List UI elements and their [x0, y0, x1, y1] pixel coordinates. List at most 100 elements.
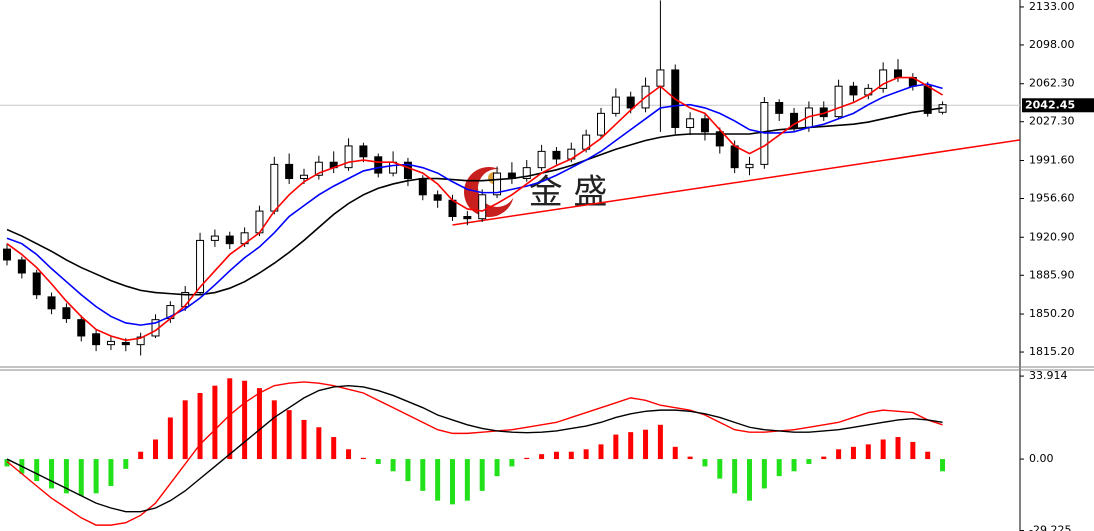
candle-body	[136, 336, 145, 346]
histogram-bar	[182, 400, 188, 460]
histogram-bar	[138, 451, 144, 460]
candle-body	[359, 145, 368, 158]
histogram-bar	[479, 459, 485, 491]
histogram-bar	[390, 459, 396, 472]
histogram-bar	[301, 419, 307, 460]
y-tick-label: 33.914	[1029, 369, 1068, 382]
histogram-bar	[880, 439, 886, 460]
histogram-bar	[761, 459, 767, 489]
candle-body	[17, 259, 26, 274]
y-tick-label: 0.00	[1029, 452, 1054, 465]
candle-body	[62, 307, 71, 320]
candle-body	[181, 292, 190, 308]
candle-body	[611, 96, 620, 114]
candle-body	[686, 118, 695, 128]
candle-body	[522, 167, 531, 180]
histogram-bar	[78, 459, 84, 496]
histogram-bar	[598, 444, 604, 460]
y-tick-label: -29.225	[1029, 524, 1071, 531]
histogram-bar	[227, 378, 233, 460]
y-tick-label: 1885.90	[1029, 268, 1075, 281]
moving-average	[6, 76, 943, 342]
histogram-bar	[212, 385, 218, 460]
candle-body	[196, 239, 205, 294]
watermark-text: 金 盛	[529, 173, 608, 213]
candle-body	[849, 85, 858, 96]
candle-body	[626, 96, 635, 109]
histogram-bar	[672, 446, 678, 460]
moving-average	[6, 83, 943, 326]
histogram-bar	[346, 449, 352, 460]
y-tick-label: 2098.00	[1029, 38, 1075, 51]
histogram-bar	[331, 437, 337, 460]
candle-body	[552, 150, 561, 160]
histogram-bar	[895, 437, 901, 460]
candle-body	[879, 69, 888, 89]
macd-line	[6, 381, 943, 526]
histogram-bar	[553, 451, 559, 460]
candle-body	[493, 172, 502, 196]
candle-body	[433, 194, 442, 201]
candle-body	[834, 85, 843, 118]
y-tick-label: 1956.60	[1029, 191, 1075, 204]
histogram-bar	[836, 449, 842, 460]
histogram-bar	[405, 459, 411, 482]
histogram-bar	[123, 459, 129, 469]
histogram-bar	[910, 441, 916, 460]
histogram-bar	[63, 459, 69, 494]
candle-body	[597, 112, 605, 136]
candle-body	[448, 199, 457, 218]
candle-body	[537, 150, 546, 169]
candle-body	[106, 340, 115, 346]
histogram-bar	[316, 427, 322, 460]
histogram-bar	[167, 417, 173, 460]
histogram-bar	[286, 410, 292, 460]
histogram-bar	[256, 388, 262, 460]
histogram-bar	[524, 457, 530, 460]
candle-body	[418, 178, 427, 196]
candle-body	[374, 156, 383, 174]
candle-body	[314, 161, 323, 176]
candle-body	[745, 163, 754, 169]
candle-body	[47, 296, 56, 310]
histogram-bar	[865, 444, 871, 460]
histogram-bar	[271, 400, 277, 460]
histogram-bar	[940, 459, 946, 472]
candle-body	[32, 272, 41, 296]
histogram-bar	[34, 459, 40, 482]
candle-body	[656, 69, 665, 87]
histogram-bar	[687, 456, 693, 460]
histogram-bar	[702, 459, 708, 467]
histogram-bar	[850, 446, 856, 460]
last-price-label: 2042.45	[1025, 98, 1075, 111]
histogram-bar	[450, 459, 455, 505]
histogram-bar	[153, 439, 158, 460]
trendline	[452, 139, 1020, 226]
candle-body	[700, 118, 709, 133]
candle-body	[403, 161, 412, 180]
candle-body	[730, 145, 739, 169]
histogram-bar	[197, 393, 203, 460]
y-tick-label: 2062.30	[1029, 77, 1075, 90]
histogram-bar	[732, 459, 738, 494]
histogram-bar	[776, 459, 782, 477]
candle-body	[92, 333, 101, 346]
histogram-bar	[717, 459, 723, 479]
histogram-bar	[435, 459, 441, 501]
candle-body	[478, 194, 487, 220]
histogram-bar	[643, 429, 649, 460]
candle-body	[463, 216, 472, 220]
histogram-bar	[613, 434, 619, 460]
histogram-bar	[925, 451, 931, 460]
histogram-bar	[657, 424, 663, 460]
y-tick-label: 2027.30	[1029, 115, 1075, 128]
candle-body	[344, 145, 353, 169]
histogram-bar	[93, 459, 99, 494]
histogram-bar	[108, 459, 114, 486]
histogram-bar	[4, 459, 10, 467]
candle-body	[285, 163, 294, 180]
candle-body	[300, 174, 308, 180]
macd-line	[6, 384, 943, 513]
histogram-bar	[375, 459, 381, 464]
